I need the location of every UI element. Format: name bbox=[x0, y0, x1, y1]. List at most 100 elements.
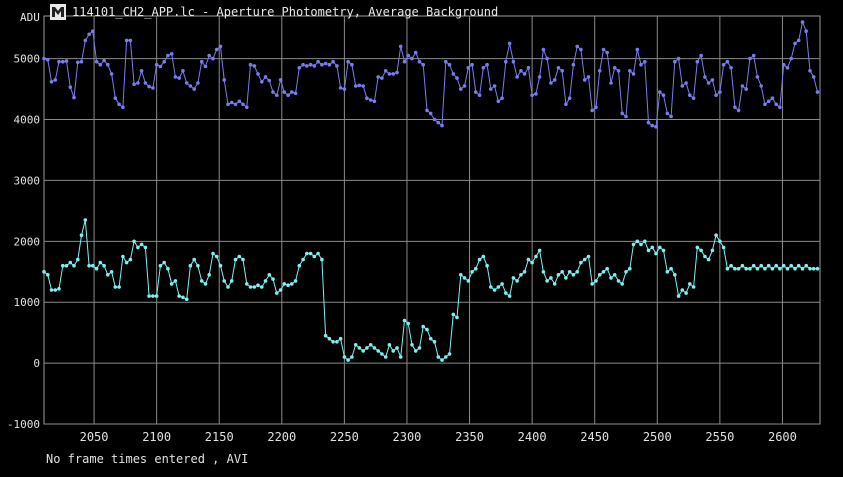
data-point bbox=[286, 283, 290, 288]
data-point bbox=[233, 257, 238, 262]
data-point bbox=[455, 76, 459, 80]
data-point bbox=[361, 349, 366, 353]
data-point bbox=[537, 75, 542, 79]
data-point bbox=[695, 245, 700, 250]
data-point bbox=[406, 321, 411, 326]
data-point bbox=[94, 266, 99, 271]
data-point bbox=[413, 349, 418, 353]
data-point bbox=[766, 99, 771, 104]
data-point bbox=[579, 260, 583, 265]
data-point bbox=[740, 263, 745, 268]
data-point bbox=[338, 336, 343, 341]
data-point bbox=[233, 102, 238, 107]
data-point bbox=[316, 59, 320, 64]
data-point bbox=[383, 69, 388, 73]
data-point bbox=[680, 84, 685, 88]
data-point bbox=[755, 266, 760, 271]
data-point bbox=[778, 266, 782, 271]
data-point bbox=[511, 276, 516, 280]
data-point bbox=[691, 96, 696, 100]
data-point bbox=[256, 72, 260, 76]
data-point bbox=[515, 279, 519, 283]
data-point bbox=[485, 62, 489, 67]
data-point bbox=[169, 52, 174, 56]
data-point bbox=[260, 80, 264, 84]
data-point bbox=[342, 87, 347, 91]
data-point bbox=[139, 69, 144, 73]
data-point bbox=[676, 56, 681, 61]
series-1 bbox=[42, 20, 820, 129]
data-point bbox=[353, 84, 358, 88]
data-point bbox=[691, 285, 696, 289]
data-point bbox=[226, 102, 230, 107]
data-point bbox=[526, 257, 531, 262]
data-point bbox=[143, 81, 148, 85]
data-point bbox=[237, 254, 242, 259]
data-point bbox=[98, 260, 103, 265]
data-point bbox=[688, 93, 692, 97]
data-point bbox=[49, 288, 54, 292]
data-point bbox=[725, 59, 730, 64]
data-point bbox=[395, 346, 399, 350]
data-point bbox=[327, 62, 332, 67]
data-point bbox=[158, 263, 163, 268]
window-title-bar: 114101_CH2_APP.lc - Aperture Photometry,… bbox=[50, 4, 498, 20]
data-point bbox=[808, 69, 812, 73]
data-point bbox=[61, 59, 65, 64]
data-point bbox=[522, 72, 527, 76]
data-point bbox=[124, 38, 129, 43]
data-point bbox=[673, 273, 677, 277]
x-tick-label: 2200 bbox=[267, 430, 296, 444]
data-point bbox=[211, 56, 215, 61]
data-point bbox=[357, 346, 362, 350]
data-point bbox=[721, 245, 726, 250]
x-tick-label: 2100 bbox=[142, 430, 171, 444]
data-point bbox=[380, 352, 384, 356]
x-tick-label: 2150 bbox=[205, 430, 234, 444]
data-point bbox=[564, 276, 568, 280]
data-point bbox=[444, 355, 448, 359]
data-point bbox=[534, 92, 538, 96]
data-point bbox=[68, 85, 73, 89]
data-point bbox=[410, 343, 414, 347]
data-point bbox=[207, 53, 211, 58]
data-point bbox=[166, 266, 170, 271]
data-point bbox=[796, 263, 801, 268]
data-point bbox=[654, 251, 658, 256]
data-point bbox=[556, 66, 561, 70]
data-point bbox=[733, 105, 737, 110]
data-point bbox=[428, 111, 433, 116]
data-point bbox=[770, 96, 775, 100]
data-point bbox=[567, 96, 572, 100]
data-point bbox=[222, 78, 226, 82]
data-point bbox=[549, 276, 553, 280]
data-point bbox=[729, 263, 733, 268]
data-point bbox=[109, 270, 114, 274]
data-point bbox=[804, 29, 808, 33]
data-point bbox=[57, 287, 61, 291]
data-point bbox=[609, 276, 613, 280]
data-point bbox=[417, 346, 422, 350]
data-point bbox=[526, 66, 531, 70]
data-point bbox=[121, 105, 125, 110]
data-point bbox=[601, 47, 606, 52]
data-point bbox=[76, 60, 80, 65]
data-point bbox=[376, 75, 381, 79]
data-point bbox=[53, 78, 58, 82]
data-point bbox=[500, 96, 504, 100]
data-point bbox=[293, 91, 298, 96]
data-point bbox=[218, 263, 223, 268]
data-point bbox=[567, 270, 572, 274]
data-point bbox=[241, 257, 245, 262]
data-point bbox=[428, 336, 433, 341]
data-point bbox=[511, 59, 516, 64]
data-point bbox=[91, 29, 95, 33]
data-point bbox=[643, 59, 647, 64]
data-point bbox=[83, 38, 88, 43]
data-point bbox=[646, 248, 651, 253]
data-point bbox=[541, 47, 546, 52]
x-tick-label: 2300 bbox=[393, 430, 422, 444]
data-point bbox=[658, 90, 662, 94]
data-point bbox=[781, 263, 786, 268]
data-point bbox=[530, 93, 534, 97]
